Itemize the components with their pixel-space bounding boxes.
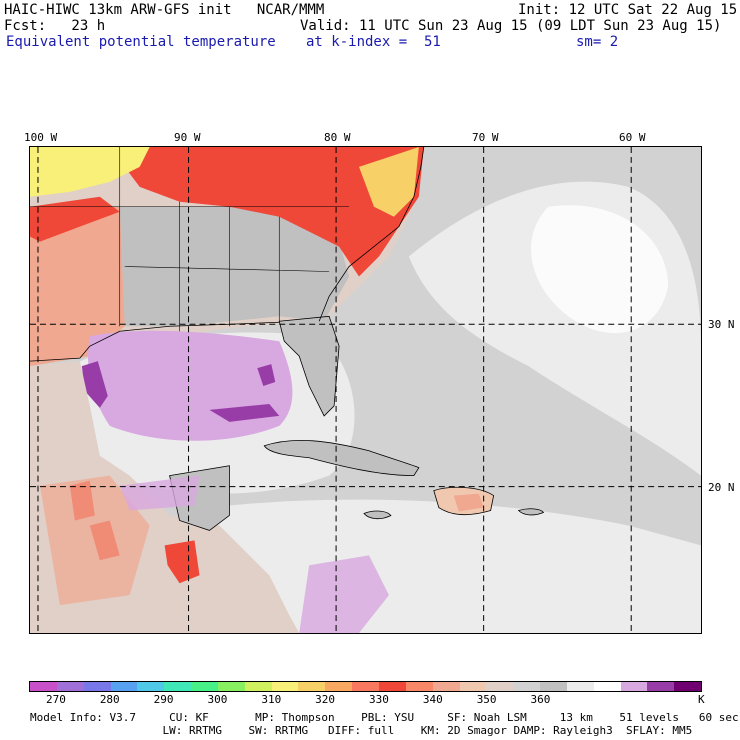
- atlantic-white-swirl: [531, 205, 669, 334]
- colorbar-segment: [566, 682, 594, 691]
- puerto-rico: [517, 508, 545, 516]
- colorbar-tick-label: 340: [422, 693, 443, 706]
- colorbar-segment: [593, 682, 621, 691]
- smoothing-label: sm= 2: [576, 34, 619, 50]
- mexico-pink-zone: [39, 475, 150, 606]
- colorbar-segment: [83, 682, 111, 691]
- graticule: [30, 147, 701, 633]
- colorbar-segment: [405, 682, 433, 691]
- east-coast-yellow: [359, 147, 419, 217]
- model-title: HAIC-HIWC 13km ARW-GFS init NCAR/MMM: [4, 2, 325, 18]
- florida: [278, 315, 340, 417]
- caribbean-light-area: [149, 499, 701, 633]
- east-coastline: [318, 147, 425, 322]
- southeast-us-gray: [119, 206, 350, 327]
- colorbar-segment: [620, 682, 648, 691]
- colorbar-tick-label: 270: [45, 693, 66, 706]
- lat-label-30n: 30 N: [708, 318, 735, 331]
- texas-red-band: [30, 196, 120, 242]
- colorbar-tick-label: 300: [207, 693, 228, 706]
- colorbar-segment: [164, 682, 192, 691]
- field-name: Equivalent potential temperature: [6, 34, 276, 50]
- colorbar-segment: [647, 682, 675, 691]
- colorbar-segment: [674, 682, 702, 691]
- texas-coast-deep-purple: [81, 361, 108, 408]
- lon-label-60w: 60 W: [619, 131, 646, 144]
- colorbar-tick-label: 290: [153, 693, 174, 706]
- model-info-line2: LW: RRTMG SW: RRTMG DIFF: full KM: 2D Sm…: [30, 724, 693, 737]
- colorbar-tick-label: 360: [530, 693, 551, 706]
- yucatan-channel-purple: [119, 475, 200, 511]
- colorbar-segment: [30, 682, 57, 691]
- colorbar-segment: [137, 682, 165, 691]
- forecast-hour: Fcst: 23 h: [4, 18, 106, 34]
- gulf-purple-area: [88, 330, 293, 441]
- colorbar-segment: [486, 682, 514, 691]
- level-label: at k-index = 51: [306, 34, 441, 50]
- colorbar-tick-label: 310: [261, 693, 282, 706]
- colorbar-segment: [352, 682, 379, 691]
- lon-label-70w: 70 W: [472, 131, 499, 144]
- colorbar-segment: [298, 682, 326, 691]
- colorbar-tick-label: 320: [315, 693, 336, 706]
- colorbar-segment: [325, 682, 353, 691]
- colorbar-segment: [110, 682, 138, 691]
- colorbar-segment: [513, 682, 541, 691]
- state-borders: [30, 147, 350, 332]
- colorbar-segment: [378, 682, 406, 691]
- colorbar-segment: [56, 682, 84, 691]
- colorbar-tick-label: 280: [99, 693, 120, 706]
- colorbar-tick-label: 330: [369, 693, 389, 706]
- gulf-deep-purple-2: [257, 364, 276, 387]
- lat-label-20n: 20 N: [708, 481, 735, 494]
- cuba: [263, 439, 420, 477]
- guatemala-red-patch: [164, 540, 200, 584]
- lon-label-100w: 100 W: [24, 131, 58, 144]
- caribbean-purple-patch: [299, 555, 389, 633]
- colorbar-segment: [191, 682, 218, 691]
- lon-label-80w: 80 W: [324, 131, 351, 144]
- texas-warm: [30, 206, 125, 367]
- colorbar-segment: [217, 682, 245, 691]
- colorbar-segment: [244, 682, 272, 691]
- hispaniola-warm: [453, 493, 484, 512]
- colorbar-segment: [271, 682, 299, 691]
- model-info-line1: Model Info: V3.7 CU: KF MP: Thompson PBL…: [30, 711, 739, 724]
- valid-time: Valid: 11 UTC Sun 23 Aug 15 (09 LDT Sun …: [300, 18, 722, 34]
- colorbar-segment: [459, 682, 487, 691]
- theta-e-map: [29, 146, 702, 634]
- init-time: Init: 12 UTC Sat 22 Aug 15: [518, 2, 738, 18]
- colorbar-segment: [540, 682, 567, 691]
- colorbar: [29, 681, 702, 692]
- lon-label-90w: 90 W: [174, 131, 201, 144]
- gulf-deep-purple: [209, 403, 280, 422]
- colorbar-tick-label: 350: [476, 693, 497, 706]
- colorbar-segment: [432, 682, 460, 691]
- jamaica: [363, 510, 392, 520]
- colorbar-unit: K: [698, 693, 705, 706]
